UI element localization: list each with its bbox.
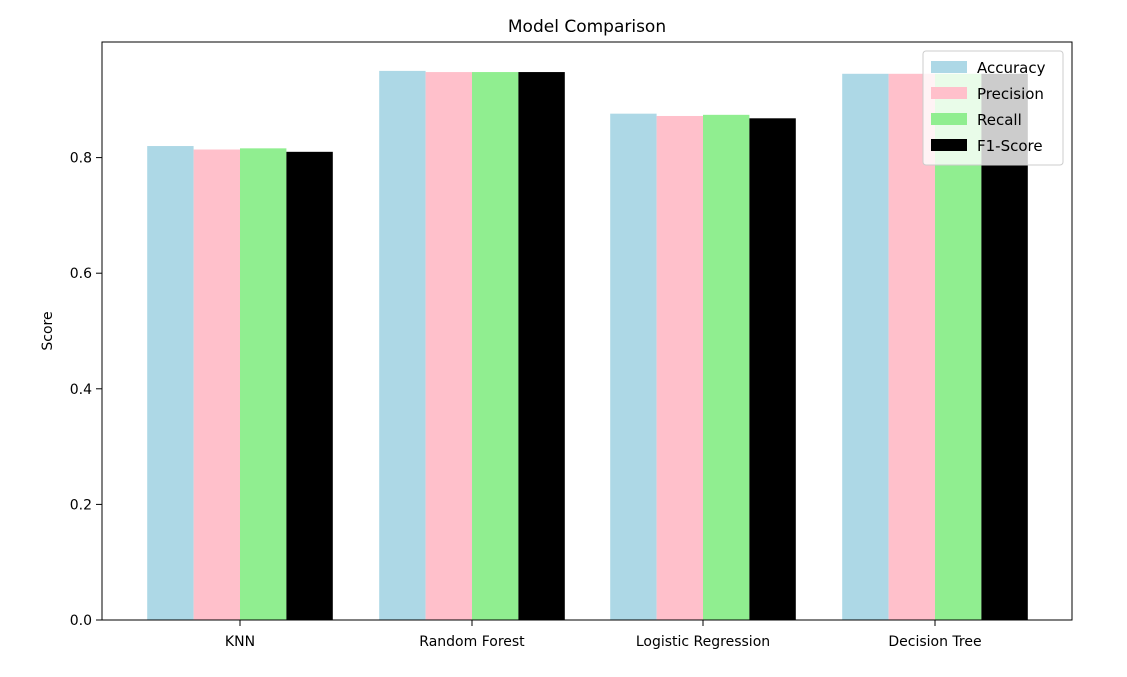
legend-label: Precision: [977, 85, 1044, 103]
y-tick-label: 0.2: [70, 497, 92, 513]
y-tick-label: 0.8: [70, 151, 92, 167]
bar-recall-1: [472, 72, 519, 620]
legend-label: Recall: [977, 111, 1022, 129]
legend: Accuracy Precision Recall F1-Score: [922, 50, 1064, 166]
legend-swatch: [931, 87, 967, 99]
y-tick-label: 0.0: [70, 613, 92, 629]
x-tick-label: Decision Tree: [888, 634, 981, 650]
bar-precision-1: [425, 72, 472, 620]
bar-f1-score-1: [518, 72, 565, 620]
bar-recall-2: [703, 114, 750, 620]
legend-swatch: [931, 113, 967, 125]
plot-frame: [101, 41, 1073, 621]
bar-precision-0: [193, 149, 240, 620]
bar-accuracy-1: [379, 70, 426, 620]
bar-recall-0: [240, 148, 287, 620]
x-tick-label: Random Forest: [419, 634, 525, 650]
legend-label: F1-Score: [977, 137, 1043, 155]
chart-title: Model Comparison: [508, 17, 666, 37]
bar-accuracy-3: [842, 73, 889, 621]
x-axis-ticks: KNN Random Forest Logistic Regression Decis…: [225, 620, 982, 650]
y-axis-label: Score: [40, 311, 56, 350]
y-axis-ticks: 0.0 0.2 0.4 0.6 0.8: [70, 151, 102, 629]
legend-label: Accuracy: [977, 59, 1046, 77]
bar-f1-score-0: [286, 151, 333, 620]
bar-precision-2: [656, 115, 703, 620]
x-tick-label: KNN: [225, 634, 255, 650]
bars-group: [147, 70, 1028, 621]
legend-swatch: [931, 139, 967, 151]
legend-box: [922, 50, 1064, 166]
bar-accuracy-2: [610, 113, 657, 621]
bar-f1-score-2: [749, 118, 796, 621]
y-tick-label: 0.6: [70, 266, 92, 282]
bar-accuracy-0: [147, 146, 194, 621]
x-tick-label: Logistic Regression: [636, 634, 770, 650]
legend-swatch: [931, 61, 967, 73]
y-tick-label: 0.4: [70, 382, 92, 398]
